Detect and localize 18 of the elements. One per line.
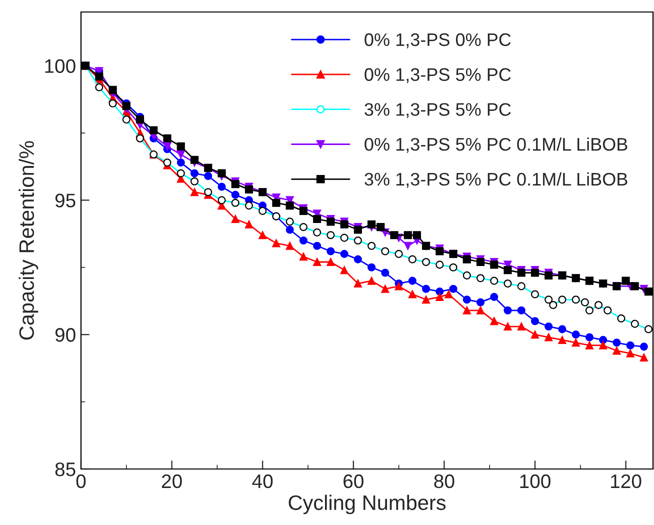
- y-tick-label: 100: [45, 59, 76, 73]
- y-tick-label: 85: [55, 462, 76, 476]
- legend-label: 0% 1,3-PS 5% PC 0.1M/L LiBOB: [364, 137, 628, 153]
- legend-label: 0% 1,3-PS 5% PC: [364, 68, 511, 84]
- x-tick-label: 80: [434, 474, 454, 488]
- x-tick-label: 100: [520, 474, 550, 488]
- legend-label: 3% 1,3-PS 5% PC: [364, 103, 511, 118]
- y-axis-title: Capacity Retention/%: [18, 141, 38, 340]
- x-axis-title: Cycling Numbers: [288, 494, 446, 514]
- y-tick-label: 95: [55, 194, 76, 208]
- legend-label: 0% 1,3-PS 0% PC: [364, 33, 511, 48]
- legend-label: 3% 1,3-PS 5% PC 0.1M/L LiBOB: [364, 172, 628, 188]
- x-tick-label: 40: [252, 474, 273, 488]
- x-tick-label: 0: [76, 474, 86, 488]
- y-tick-label: 90: [55, 328, 76, 342]
- x-tick-label: 120: [611, 474, 642, 488]
- x-tick-label: 60: [344, 474, 364, 488]
- x-tick-label: 20: [162, 474, 182, 488]
